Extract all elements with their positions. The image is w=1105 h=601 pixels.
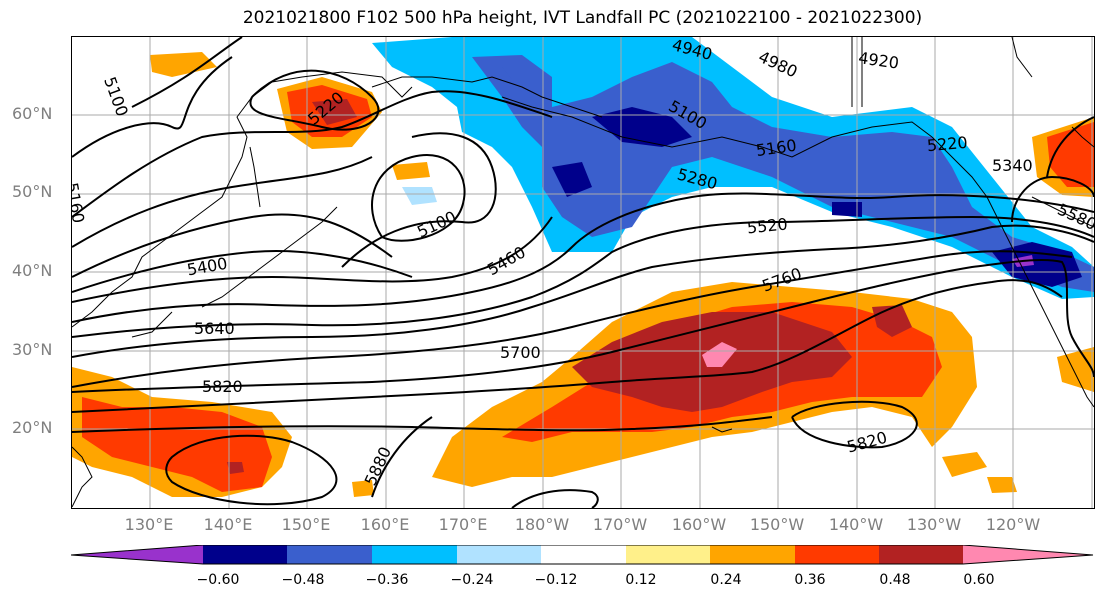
ivt-negative-fill: [372, 37, 1094, 299]
colorbar-swatch: [287, 545, 372, 564]
colorbar-swatch: [457, 545, 541, 564]
contour-label-5820a: 5820: [202, 377, 243, 396]
colorbar-swatch: [795, 545, 879, 564]
map-panel: 5100 5160 5220 4940 4980 4920 5100 5160 …: [71, 36, 1095, 509]
lat-label-40n: 40°N: [12, 261, 53, 280]
colorbar-swatch: [963, 545, 1093, 564]
colorbar-tick-label: 0.12: [625, 572, 657, 588]
colorbar-swatch: [879, 545, 963, 564]
contour-label-5340: 5340: [992, 156, 1033, 175]
colorbar-tick-label: 0.60: [963, 572, 995, 588]
lon-label-140e: 140°E: [203, 515, 253, 534]
lat-label-30n: 30°N: [12, 340, 53, 359]
contour-label-5640: 5640: [194, 319, 235, 338]
colorbar-swatches: [71, 545, 1093, 564]
colorbar-tick-label: 0.48: [879, 572, 911, 588]
lon-label-150e: 150°E: [281, 515, 331, 534]
contour-label-5520: 5520: [746, 214, 788, 237]
colorbar-swatch: [203, 545, 287, 564]
colorbar-tick-label: −0.12: [534, 572, 578, 588]
colorbar-swatch: [626, 545, 710, 564]
colorbar-tick-label: 0.36: [794, 572, 826, 588]
contour-label-5400: 5400: [185, 254, 228, 280]
colorbar-swatch: [710, 545, 795, 564]
contour-label-4920: 4920: [857, 48, 900, 72]
colorbar-swatch: [541, 545, 626, 564]
colorbar-tick-label: −0.48: [281, 572, 325, 588]
lat-label-50n: 50°N: [12, 182, 53, 201]
lon-label-120w: 120°W: [985, 515, 1041, 534]
lon-label-150w: 150°W: [749, 515, 805, 534]
lon-label-140w: 140°W: [828, 515, 884, 534]
lat-label-20n: 20°N: [12, 418, 53, 437]
contour-label-5460: 5460: [484, 242, 529, 279]
map-title: 2021021800 F102 500 hPa height, IVT Land…: [242, 8, 923, 28]
colorbar-swatch: [71, 545, 203, 564]
lon-label-160e: 160°E: [360, 515, 410, 534]
contour-label-5700: 5700: [500, 343, 541, 362]
lon-label-180w: 180°W: [514, 515, 570, 534]
colorbar-tick-label: 0.24: [710, 572, 742, 588]
lon-label-170w: 170°W: [592, 515, 648, 534]
colorbar: [71, 545, 1094, 565]
lon-label-130w: 130°W: [906, 515, 962, 534]
contour-label-5100a: 5100: [100, 74, 132, 119]
colorbar-tick-label: −0.24: [450, 572, 494, 588]
lon-label-170e: 170°E: [438, 515, 488, 534]
map-canvas: 5100 5160 5220 4940 4980 4920 5100 5160 …: [72, 37, 1094, 508]
contour-label-5220b: 5220: [926, 133, 968, 155]
lon-label-160w: 160°W: [671, 515, 727, 534]
contour-label-5160a: 5160: [72, 181, 88, 224]
lon-label-130e: 130°E: [124, 515, 174, 534]
colorbar-tick-label: −0.60: [196, 572, 240, 588]
contour-label-5820b: 5820: [845, 428, 889, 457]
lat-label-60n: 60°N: [12, 104, 53, 123]
height-contours: [72, 37, 1094, 508]
colorbar-swatch: [372, 545, 457, 564]
contour-label-5100c: 5100: [414, 207, 459, 241]
contour-label-5880: 5880: [361, 444, 395, 489]
colorbar-tick-label: −0.36: [365, 572, 409, 588]
